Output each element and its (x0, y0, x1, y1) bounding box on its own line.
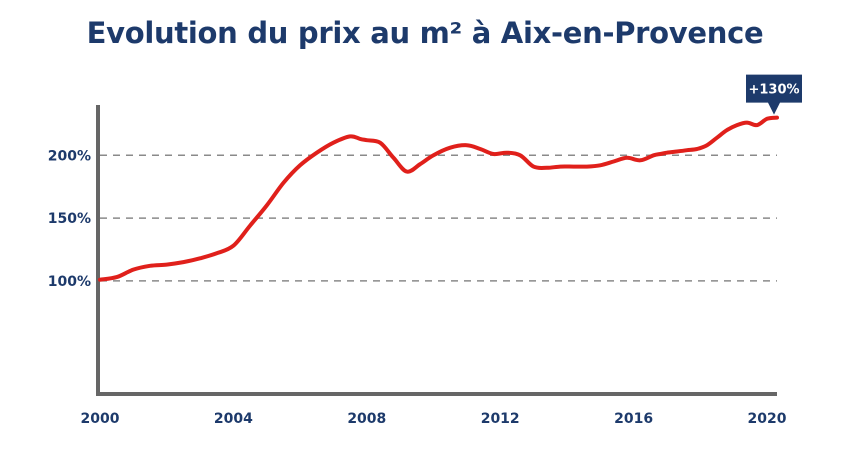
x-tick-label: 2000 (81, 411, 120, 427)
x-tick-labels: 2000 2004 2008 2012 2016 2020 (81, 411, 787, 427)
x-tick-label: 2012 (481, 411, 520, 427)
x-tick-label: 2008 (347, 411, 386, 427)
y-tick-label: 200% (48, 148, 91, 164)
y-tick-label: 100% (48, 274, 91, 290)
x-tick-label: 2020 (748, 411, 787, 427)
x-tick-label: 2016 (614, 411, 653, 427)
annotation-badge: +130% (746, 74, 802, 115)
grid-lines (100, 154, 777, 282)
series-line-0 (98, 115, 779, 282)
axes (96, 105, 777, 396)
x-tick-label: 2004 (214, 411, 253, 427)
annotation-badge-shape (746, 74, 802, 115)
series-group (98, 115, 779, 282)
y-tick-label: 150% (48, 211, 91, 227)
chart-title: Evolution du prix au m² à Aix-en-Provenc… (86, 16, 764, 50)
annotation-label: +130% (748, 83, 799, 98)
y-tick-labels: 100% 150% 200% (48, 148, 91, 290)
